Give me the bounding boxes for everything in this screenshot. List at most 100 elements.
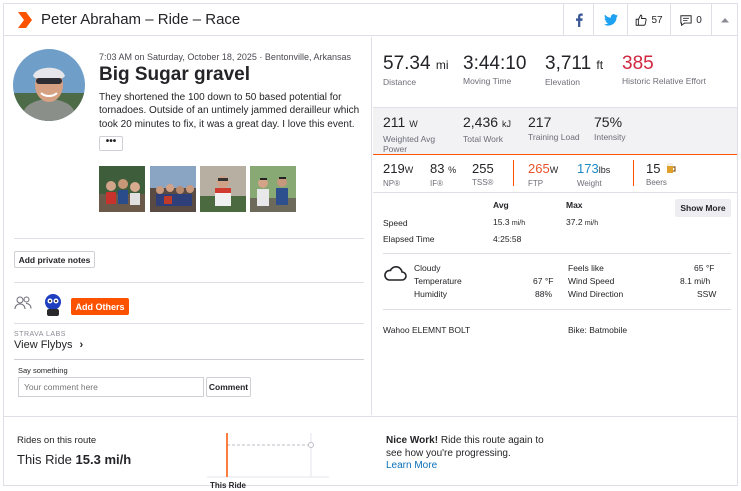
more-options-button[interactable]: ••• — [99, 136, 123, 151]
route-chart-svg — [207, 433, 329, 478]
divider — [14, 323, 364, 324]
divider — [373, 192, 737, 193]
stat-value: 217 — [528, 114, 552, 130]
wind-direction-label: Wind Direction — [568, 289, 624, 299]
col-max-header: Max — [566, 200, 583, 210]
stat-value: 219 — [383, 161, 405, 176]
this-ride-speed: This Ride 15.3 mi/h — [17, 452, 131, 467]
stat-value: 3,711 — [545, 53, 592, 74]
add-private-notes-button[interactable]: Add private notes — [14, 251, 95, 268]
stat-moving-time: 3:44:10 Moving Time — [463, 54, 526, 87]
stat-label: Training Load — [528, 132, 580, 142]
stat-unit: mi — [435, 58, 449, 72]
kudos-count: 57 — [651, 14, 663, 26]
divider — [14, 359, 364, 360]
activity-summary-panel: 7:03 AM on Saturday, October 18, 2025 · … — [4, 37, 372, 415]
stat-value: 211 — [383, 114, 406, 130]
chart-point — [308, 442, 314, 448]
wind-speed-label: Wind Speed — [568, 276, 615, 286]
stat-label: FTP — [528, 179, 544, 188]
nice-work-bold: Nice Work! — [386, 435, 439, 446]
twitter-icon — [603, 14, 618, 26]
col-avg-header: Avg — [493, 200, 509, 210]
speed-max: 37.2 mi/h — [566, 217, 598, 227]
stat-value: 173 — [577, 161, 599, 176]
view-flybys-link[interactable]: View Flybys › — [14, 339, 83, 351]
bike-name: Bike: Batmobile — [568, 325, 628, 335]
speed-label: Speed — [383, 218, 408, 228]
comments-button[interactable]: 0 — [670, 4, 711, 36]
speed-avg-value: 15.3 — [493, 217, 510, 227]
stat-beers: 15 Beers — [646, 161, 677, 188]
divider — [383, 253, 731, 254]
stat-label: Distance — [383, 77, 417, 87]
speed-avg-unit: mi/h — [511, 220, 526, 227]
route-chart: This Ride — [199, 431, 329, 491]
feels-like-label: Feels like — [568, 263, 604, 273]
divider — [14, 238, 364, 239]
activity-photo[interactable] — [150, 166, 196, 212]
thumbs-up-icon — [636, 14, 648, 26]
show-more-button[interactable]: Show More — [675, 199, 731, 217]
stat-divider — [513, 160, 514, 186]
stat-label: Intensity — [594, 132, 626, 142]
stat-value: 255 — [472, 161, 494, 176]
weather-condition: Cloudy — [414, 263, 441, 273]
stat-unit: W — [549, 165, 559, 175]
stat-weighted-power: 211 W Weighted Avg Power — [383, 114, 458, 154]
learn-more-link[interactable]: Learn More — [386, 460, 438, 471]
stat-value: 385 — [622, 53, 654, 74]
add-others-button[interactable]: Add Others — [71, 298, 129, 315]
stat-label: Beers — [646, 178, 667, 187]
stat-np: 219W NP® — [383, 161, 413, 189]
facebook-icon — [575, 13, 583, 27]
caret-up-icon — [720, 18, 729, 23]
collapse-button[interactable] — [711, 4, 737, 36]
rides-on-route-label: Rides on this route — [17, 435, 97, 446]
stat-unit: lbs — [598, 165, 611, 175]
activity-photo[interactable] — [250, 166, 296, 212]
stat-label: Historic Relative Effort — [622, 76, 706, 86]
comment-submit-button[interactable]: Comment — [206, 377, 251, 397]
strava-labs-label: STRAVA LABS — [14, 331, 66, 338]
humidity-label: Humidity — [414, 289, 448, 299]
this-ride-value: 15.3 mi/h — [75, 452, 132, 467]
stat-intensity: 75% Intensity — [594, 114, 626, 142]
stat-label: Moving Time — [463, 76, 512, 86]
speed-max-unit: mi/h — [584, 220, 599, 227]
stat-weight: 173lbs Weight — [577, 161, 610, 189]
facebook-share-button[interactable] — [563, 4, 593, 36]
stat-label: Weight — [577, 179, 602, 188]
activity-description: They shortened the 100 down to 50 based … — [99, 92, 360, 130]
cloud-icon — [384, 266, 407, 281]
divider — [383, 309, 731, 310]
stat-value: 57.34 — [383, 53, 431, 74]
stat-total-work: 2,436 kJ Total Work — [463, 114, 511, 144]
stat-label: Elevation — [545, 77, 580, 87]
wind-direction-value: SSW — [697, 289, 717, 299]
athlete-avatar[interactable] — [13, 49, 85, 121]
twitter-share-button[interactable] — [593, 4, 627, 36]
elapsed-label: Elapsed Time — [383, 234, 435, 244]
group-people-icon — [14, 296, 32, 310]
stat-divider — [633, 160, 634, 186]
kudos-button[interactable]: 57 — [627, 4, 670, 36]
activity-photo[interactable] — [200, 166, 246, 212]
activity-header: Peter Abraham – Ride – Race 57 0 — [4, 4, 737, 36]
stat-distance: 57.34 mi Distance — [383, 53, 449, 88]
stat-training-load: 217 Training Load — [528, 114, 580, 142]
activity-photo[interactable] — [99, 166, 145, 212]
nice-work-text: Ride this route again to see how you're … — [386, 435, 544, 459]
stat-relative-effort[interactable]: 385 Historic Relative Effort — [622, 53, 717, 87]
speed-max-value: 37.2 — [566, 217, 583, 227]
activity-meta: 7:03 AM on Saturday, October 18, 2025 · … — [99, 52, 351, 62]
beer-mug-icon — [667, 163, 676, 173]
stat-value: 75% — [594, 114, 623, 130]
stat-unit: ft — [596, 58, 604, 72]
stats-panel: 57.34 mi Distance 3:44:10 Moving Time 3,… — [373, 37, 737, 415]
athlete-robot-avatar[interactable] — [42, 293, 64, 317]
comment-input[interactable] — [18, 377, 204, 397]
page-title: Peter Abraham – Ride – Race — [41, 11, 241, 28]
stat-if: 83 % IF® — [430, 161, 456, 189]
device-name: Wahoo ELEMNT BOLT — [383, 325, 471, 335]
